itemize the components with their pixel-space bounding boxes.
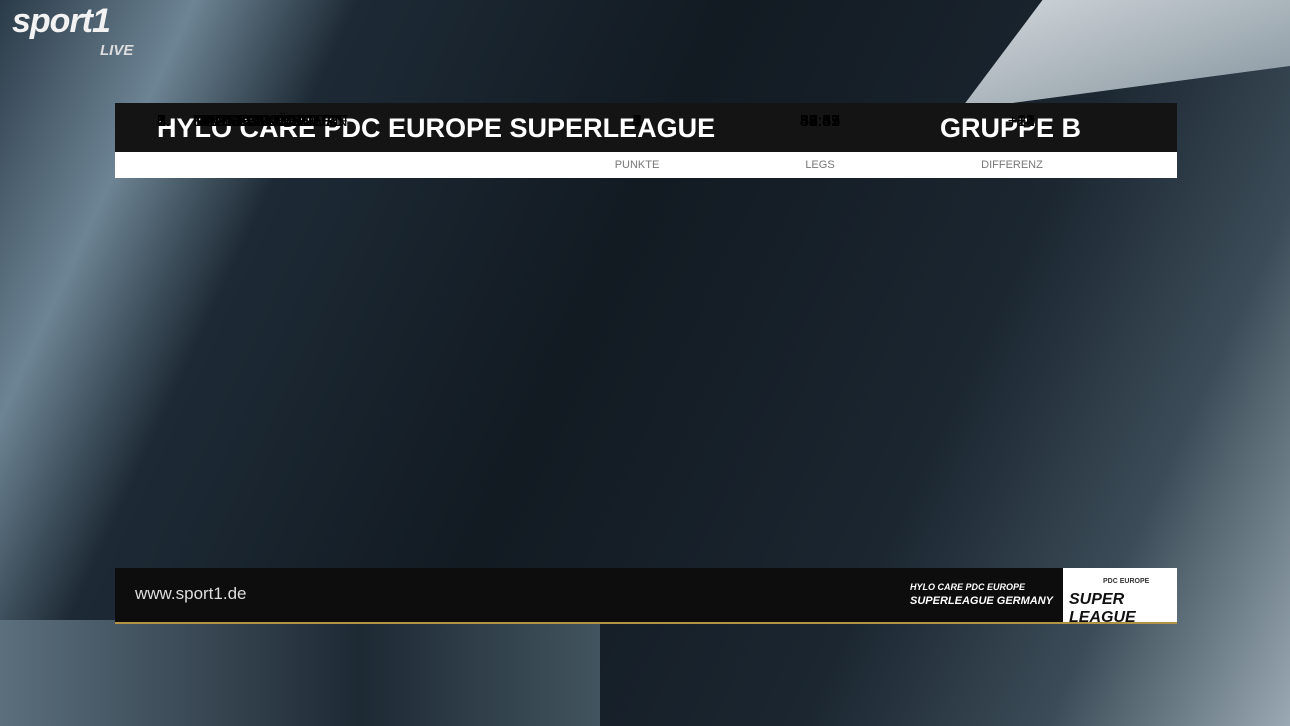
points: 8	[632, 113, 642, 130]
points: 1	[632, 113, 642, 130]
rank: 1.	[157, 113, 171, 130]
rank: 6.	[157, 113, 171, 130]
points: 2	[632, 113, 642, 130]
column-label: PUNKTE	[614, 159, 660, 171]
rank: 7.	[157, 113, 171, 130]
player-name: MAIK LANGENDORF	[193, 113, 348, 130]
player-name: RENE EIDAMS	[193, 113, 304, 130]
difference: +13	[1007, 113, 1035, 130]
points: 6	[632, 113, 642, 130]
difference: +6	[1016, 113, 1035, 130]
header: HYLO CARE PDC EUROPE SUPERLEAGUE GRUPPE …	[115, 103, 1177, 152]
background-shard	[960, 0, 1290, 110]
legs: 34:63	[799, 113, 841, 130]
difference: +25	[1007, 113, 1035, 130]
difference: -29	[1011, 113, 1035, 130]
logo-small: PDC EUROPE	[1103, 578, 1150, 585]
live-badge: LIVE	[100, 42, 134, 59]
points: 7	[632, 113, 642, 130]
column-label: DIFFERENZ	[981, 159, 1043, 171]
rank: 2.	[157, 113, 171, 130]
title: HYLO CARE PDC EUROPE SUPERLEAGUE	[157, 113, 716, 143]
background-shard	[0, 620, 600, 726]
broadcaster-logo: sport1	[12, 2, 111, 40]
legs: 39:43	[799, 113, 841, 130]
difference: +4	[1016, 113, 1035, 130]
legs: 53:47	[799, 113, 841, 130]
standings-panel: HYLO CARE PDC EUROPE SUPERLEAGUE GRUPPE …	[115, 103, 1177, 178]
player-name: THOMAS KÖHNLEIN	[193, 113, 348, 130]
legs: 57:32	[799, 113, 841, 130]
legs: 52:39	[799, 113, 841, 130]
rank: 8.	[157, 113, 171, 130]
difference: -4	[1020, 113, 1035, 130]
player-name: MANFRED BILDERL	[193, 113, 344, 130]
difference: +1	[1016, 113, 1035, 130]
column-label: LEGS	[805, 159, 835, 171]
league-logo: PDC EUROPE SUPER LEAGUE	[1063, 568, 1177, 626]
difference: -16	[1011, 113, 1035, 130]
rank: 3.	[157, 113, 171, 130]
legs: 35:51	[799, 113, 841, 130]
points: 8	[632, 113, 642, 130]
event-line: SUPERLEAGUE GERMANY	[910, 595, 1054, 607]
legs: 53:49	[799, 113, 841, 130]
player-name: DANIEL KLOSE	[193, 113, 309, 130]
logo-text: SUPER LEAGUE	[1069, 591, 1136, 626]
points: 6	[632, 113, 642, 130]
column-header: PUNKTE LEGS DIFFERENZ	[115, 152, 1177, 178]
points: 4	[632, 113, 642, 130]
player-name: NICO KURZ	[193, 113, 281, 130]
legs: 46:45	[799, 113, 841, 130]
group: GRUPPE B	[940, 113, 1082, 143]
url: www.sport1.de	[135, 584, 247, 603]
player-name: DRAGUTIN HORVAT	[193, 113, 346, 130]
event-line: HYLO CARE PDC EUROPE	[910, 582, 1026, 592]
rank: 5.	[157, 113, 171, 130]
player-name: KARSTEN KOCH	[193, 113, 320, 130]
rank: 4.	[157, 113, 171, 130]
footer: www.sport1.de HYLO CARE PDC EUROPE SUPER…	[115, 568, 1177, 626]
